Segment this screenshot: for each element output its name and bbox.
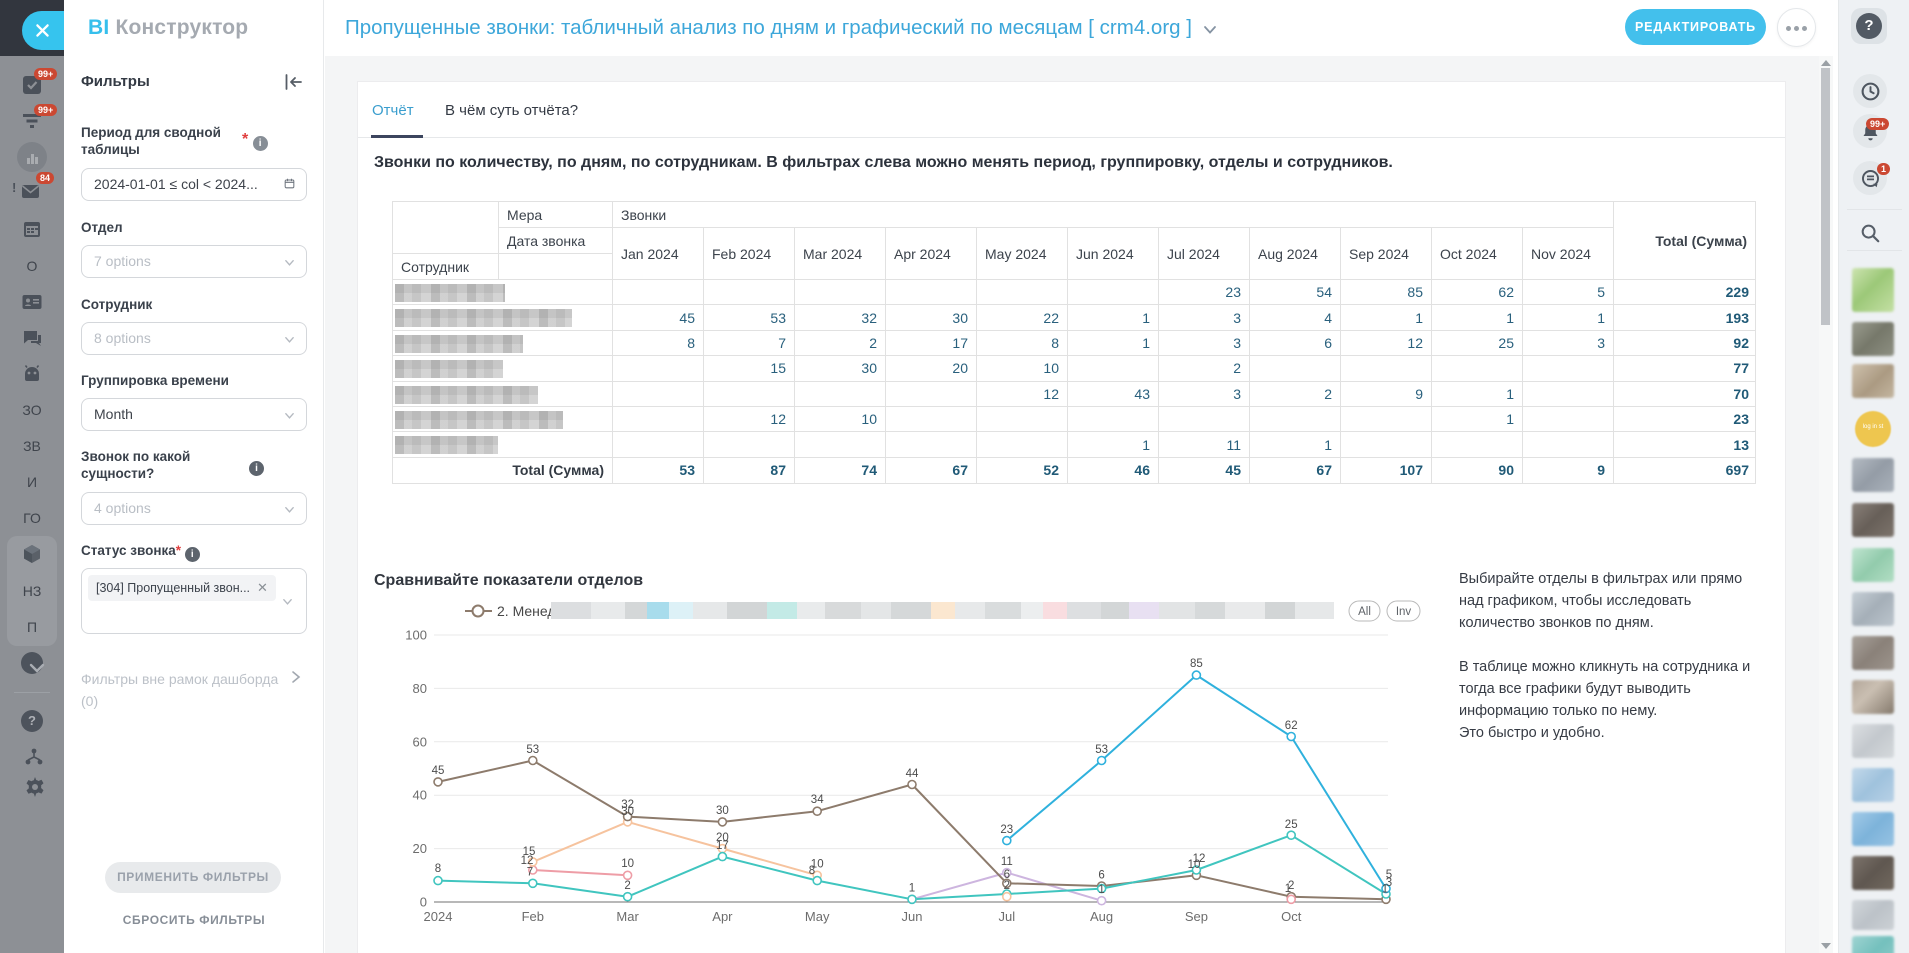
svg-text:30: 30 — [716, 805, 729, 817]
svg-text:1: 1 — [1285, 883, 1291, 895]
svg-text:10: 10 — [811, 859, 824, 871]
svg-text:Aug: Aug — [1090, 909, 1113, 924]
svg-text:20: 20 — [413, 841, 427, 856]
svg-text:30: 30 — [621, 806, 634, 818]
svg-text:62: 62 — [1285, 720, 1298, 732]
svg-text:17: 17 — [716, 840, 729, 852]
svg-text:Inv: Inv — [1396, 606, 1412, 618]
svg-text:Feb: Feb — [522, 909, 544, 924]
svg-text:2: 2 — [1004, 880, 1010, 892]
svg-text:45: 45 — [432, 765, 445, 777]
svg-text:7: 7 — [527, 867, 533, 879]
svg-text:100: 100 — [405, 628, 427, 643]
svg-text:12: 12 — [521, 855, 534, 867]
svg-text:2: 2 — [624, 880, 630, 892]
svg-text:80: 80 — [413, 681, 427, 696]
svg-text:20: 20 — [716, 832, 729, 844]
svg-text:Mar: Mar — [616, 909, 639, 924]
svg-text:8: 8 — [435, 863, 441, 875]
svg-text:8: 8 — [809, 865, 815, 877]
svg-text:1: 1 — [1098, 884, 1104, 896]
svg-text:53: 53 — [526, 744, 539, 756]
svg-text:1: 1 — [1382, 884, 1388, 896]
svg-text:44: 44 — [906, 768, 919, 780]
svg-text:15: 15 — [523, 846, 536, 858]
svg-text:60: 60 — [413, 734, 427, 749]
svg-text:Oct: Oct — [1281, 909, 1302, 924]
svg-text:2: 2 — [1288, 880, 1294, 892]
svg-text:2024: 2024 — [424, 909, 453, 924]
svg-text:32: 32 — [621, 799, 634, 811]
svg-text:Jul: Jul — [998, 909, 1015, 924]
svg-text:40: 40 — [413, 788, 427, 803]
svg-text:25: 25 — [1285, 819, 1298, 831]
svg-text:All: All — [1358, 606, 1371, 618]
svg-text:11: 11 — [1001, 856, 1013, 868]
svg-text:2. Менедж: 2. Менедж — [497, 603, 566, 619]
svg-text:23: 23 — [1000, 824, 1013, 836]
svg-text:12: 12 — [1193, 853, 1206, 865]
svg-text:10: 10 — [621, 858, 634, 870]
svg-text:Sep: Sep — [1185, 909, 1208, 924]
svg-text:5: 5 — [1386, 869, 1392, 881]
svg-text:Apr: Apr — [712, 909, 733, 924]
svg-text:1: 1 — [909, 883, 915, 895]
svg-text:53: 53 — [1095, 744, 1108, 756]
svg-text:0: 0 — [420, 895, 427, 910]
svg-text:10: 10 — [1188, 859, 1201, 871]
svg-text:3: 3 — [1386, 877, 1392, 889]
svg-text:Jun: Jun — [902, 909, 923, 924]
svg-text:6: 6 — [1004, 869, 1010, 881]
svg-text:85: 85 — [1190, 658, 1203, 670]
svg-text:6: 6 — [1098, 870, 1104, 882]
svg-text:May: May — [805, 909, 830, 924]
svg-text:34: 34 — [811, 794, 824, 806]
